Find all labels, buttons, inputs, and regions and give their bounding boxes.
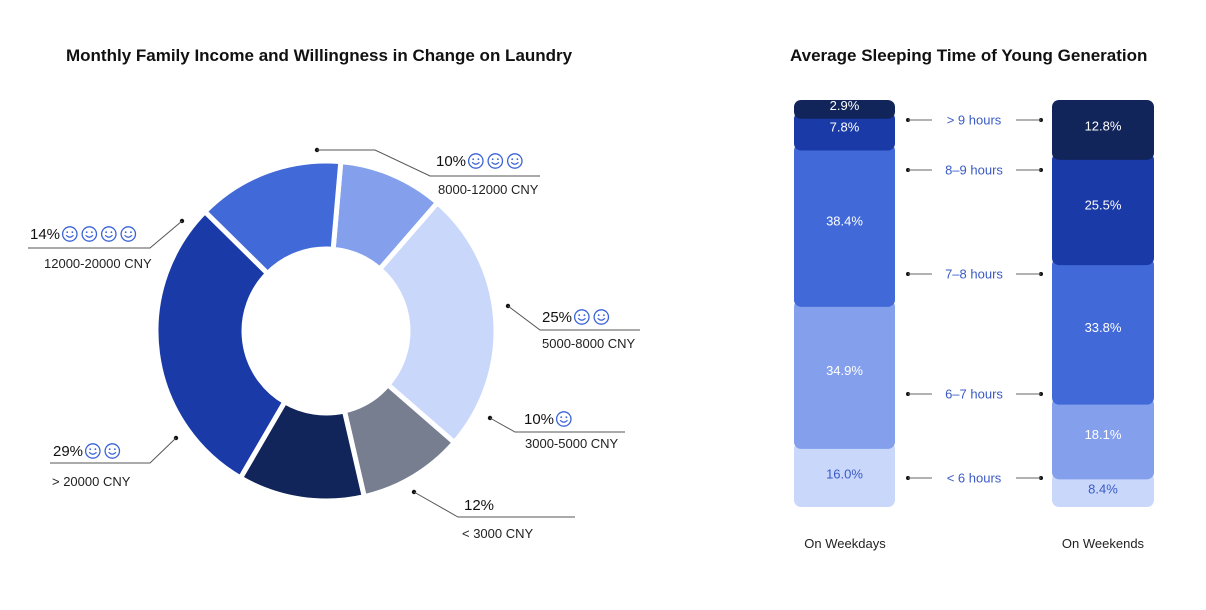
bar-segment bbox=[794, 299, 895, 449]
slice-percent-label: 29% bbox=[53, 443, 83, 460]
leader-line bbox=[317, 149, 540, 177]
leader-line bbox=[50, 437, 177, 464]
bar-value-label: 18.1% bbox=[1085, 427, 1122, 442]
slice-percent-label: 10% bbox=[524, 411, 554, 428]
series-name-label: < 6 hours bbox=[947, 471, 1002, 486]
smiley-icon bbox=[487, 153, 504, 169]
series-name-label: 6–7 hours bbox=[945, 387, 1003, 402]
smiley-icon bbox=[467, 153, 484, 169]
leader-line bbox=[489, 417, 625, 433]
bar-value-label: 38.4% bbox=[826, 214, 863, 229]
smiley-icon bbox=[104, 443, 121, 459]
bar-value-label: 16.0% bbox=[826, 466, 863, 481]
series-name-label: 8–9 hours bbox=[945, 163, 1003, 178]
bar-segment bbox=[794, 143, 895, 307]
series-name-label: > 9 hours bbox=[947, 113, 1002, 128]
pie-slice bbox=[153, 209, 288, 481]
bar-value-label: 12.8% bbox=[1085, 118, 1122, 133]
bar-segment bbox=[1052, 100, 1154, 160]
slice-category-label: > 20000 CNY bbox=[52, 474, 131, 489]
slice-category-label: 8000-12000 CNY bbox=[438, 182, 539, 197]
leader-line bbox=[28, 220, 183, 249]
bar-segment bbox=[794, 441, 895, 507]
stacked-bar-weekends bbox=[1052, 100, 1154, 507]
smiley-icon bbox=[100, 226, 117, 242]
slice-category-label: < 3000 CNY bbox=[462, 526, 534, 541]
smiley-icon bbox=[81, 226, 98, 242]
bar-segment bbox=[1052, 258, 1154, 405]
smiley-icon bbox=[555, 411, 572, 427]
slice-percent-label: 14% bbox=[30, 226, 60, 243]
smiley-icon bbox=[506, 153, 523, 169]
donut-chart-title: Monthly Family Income and Willingness in… bbox=[66, 46, 573, 65]
leader-line bbox=[413, 491, 575, 518]
bar-value-label: 8.4% bbox=[1088, 482, 1118, 497]
smiley-icon bbox=[593, 309, 610, 325]
series-name-label: 7–8 hours bbox=[945, 267, 1003, 282]
leader-line bbox=[507, 305, 640, 331]
bar-segment bbox=[1052, 397, 1154, 480]
stacked-bar-chart-title: Average Sleeping Time of Young Generatio… bbox=[790, 46, 1148, 65]
bar-segment bbox=[1052, 472, 1154, 507]
slice-percent-label: 10% bbox=[436, 153, 466, 170]
pie-slice bbox=[377, 200, 499, 446]
bar-category-label: On Weekdays bbox=[804, 536, 886, 551]
slice-category-label: 3000-5000 CNY bbox=[525, 436, 619, 451]
bar-category-label: On Weekends bbox=[1062, 536, 1145, 551]
bar-value-label: 34.9% bbox=[826, 363, 863, 378]
stacked-bar-weekdays bbox=[794, 100, 895, 507]
slice-category-label: 5000-8000 CNY bbox=[542, 336, 636, 351]
smiley-icon bbox=[84, 443, 101, 459]
slice-category-label: 12000-20000 CNY bbox=[44, 256, 152, 271]
smiley-icon bbox=[61, 226, 78, 242]
bar-segment bbox=[1052, 152, 1154, 266]
smiley-icon bbox=[573, 309, 590, 325]
bar-value-label: 33.8% bbox=[1085, 320, 1122, 335]
bar-value-label: 2.9% bbox=[830, 98, 860, 113]
bar-segment bbox=[794, 111, 895, 151]
bar-value-label: 7.8% bbox=[830, 120, 860, 135]
bar-value-label: 25.5% bbox=[1085, 197, 1122, 212]
slice-percent-label: 25% bbox=[542, 309, 572, 326]
slice-percent-label: 12% bbox=[464, 497, 494, 514]
bar-segment bbox=[794, 100, 895, 119]
pie-slice bbox=[202, 158, 344, 276]
smiley-icon bbox=[120, 226, 137, 242]
